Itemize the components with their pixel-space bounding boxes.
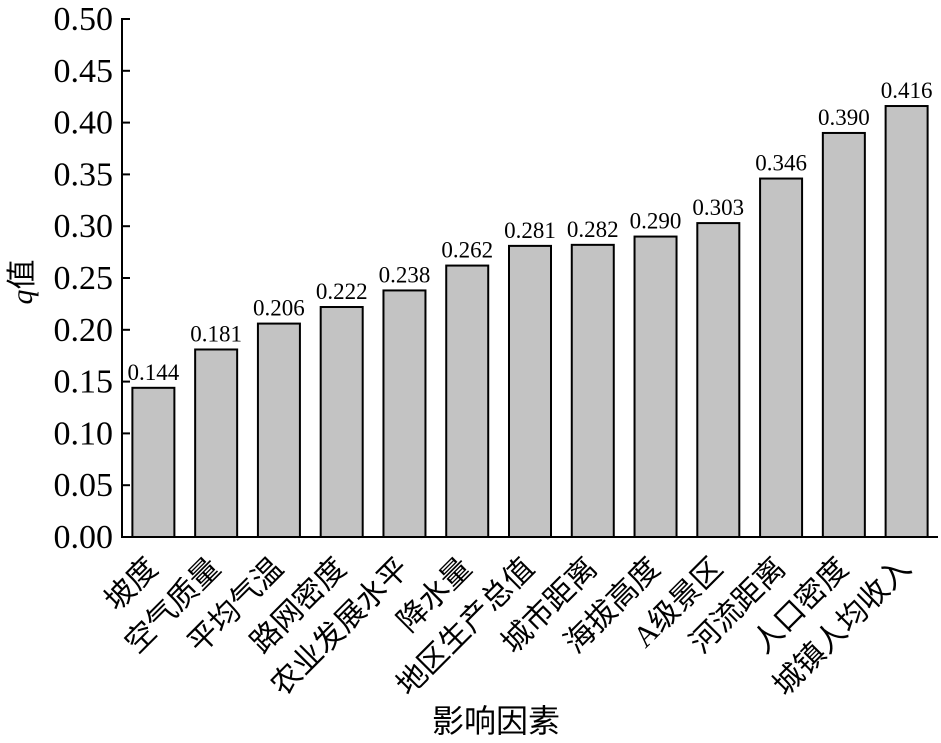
data-label: 0.222 — [316, 279, 368, 304]
y-tick-label: 0.45 — [54, 53, 114, 90]
data-label: 0.262 — [441, 238, 493, 263]
x-axis-title: 影响因素 — [432, 703, 560, 739]
bar — [319, 306, 364, 538]
bar — [696, 222, 741, 538]
data-label: 0.290 — [630, 209, 682, 234]
y-tick-label: 0.20 — [54, 312, 114, 349]
y-axis-ticks: 0.00 0.05 0.10 0.15 0.20 0.25 0.30 0.35 0.40 0.45… — [54, 1, 130, 556]
x-axis-tick-labels: 坡度空气质量平均气温路网密度农业发展水平降水量地区生产总值城市距离海拔高度A级景… — [99, 552, 918, 703]
bar — [884, 105, 929, 539]
y-tick-label: 0.40 — [54, 105, 114, 142]
data-label: 0.181 — [190, 321, 242, 346]
bar — [194, 348, 239, 539]
data-label: 0.416 — [881, 78, 933, 103]
bar — [570, 243, 615, 539]
data-label: 0.238 — [379, 262, 431, 287]
bar — [508, 244, 552, 538]
data-label: 0.303 — [692, 195, 744, 220]
y-tick-label: 0.00 — [54, 519, 114, 556]
bar — [759, 177, 804, 538]
bar — [445, 264, 490, 538]
bar — [382, 289, 427, 538]
bars — [131, 105, 929, 539]
y-axis-title: q值 — [6, 260, 39, 305]
y-axis-title-text: 值 — [6, 260, 39, 290]
y-tick-label: 0.25 — [54, 260, 114, 297]
bar — [633, 235, 678, 538]
data-label: 0.390 — [818, 105, 870, 130]
y-tick-label: 0.35 — [54, 156, 114, 193]
data-label: 0.206 — [253, 296, 305, 321]
y-tick-label: 0.15 — [54, 364, 114, 401]
y-tick-label: 0.50 — [54, 1, 114, 38]
y-tick-label: 0.05 — [54, 467, 114, 504]
data-label: 0.282 — [567, 217, 619, 242]
data-label: 0.144 — [128, 360, 180, 385]
data-label: 0.281 — [504, 218, 556, 243]
y-tick-label: 0.30 — [54, 208, 114, 245]
bar — [256, 322, 301, 539]
bar — [131, 386, 176, 539]
y-tick-label: 0.10 — [54, 415, 114, 452]
data-label: 0.346 — [755, 151, 807, 176]
data-labels: 0.144 0.181 0.206 0.222 0.238 0.262 0.281 0.282… — [128, 78, 933, 385]
bar — [821, 131, 866, 539]
y-axis-title-variable: q — [6, 290, 39, 305]
